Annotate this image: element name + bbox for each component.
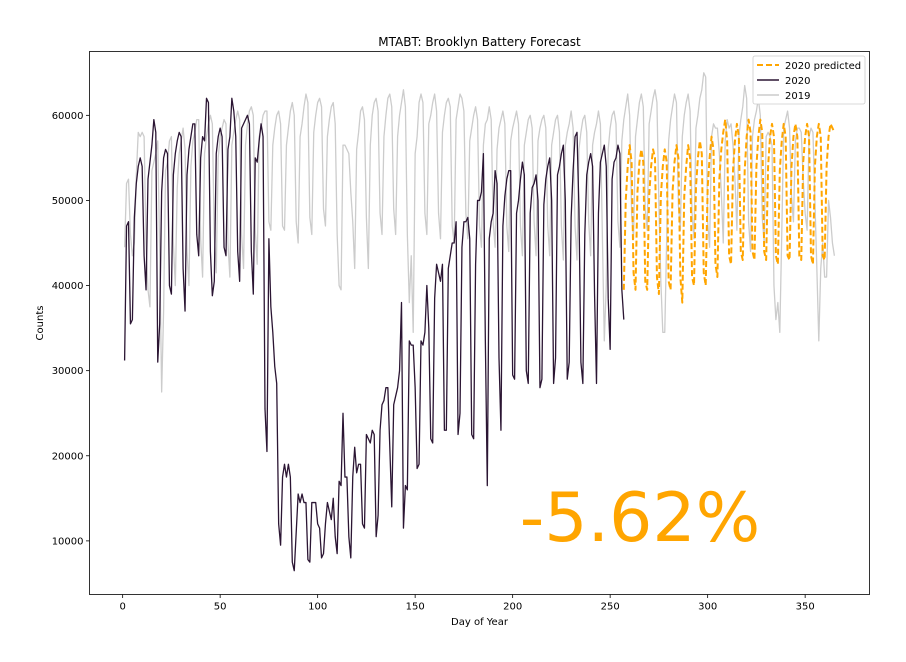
y-tick-label: 30000 [52, 366, 84, 377]
x-axis-label: Day of Year [451, 617, 509, 628]
series-line-2020 [123, 97, 625, 572]
y-axis: 10000 20000 30000 40000 50000 60000 [52, 111, 90, 547]
legend: 2020 predicted 2020 2019 [752, 55, 866, 105]
y-tick-label: 60000 [52, 111, 84, 122]
y-tick-label: 50000 [52, 196, 84, 207]
y-tick-label: 10000 [52, 536, 84, 547]
series-layer [123, 72, 836, 572]
x-tick-label: 250 [601, 602, 620, 613]
legend-box [752, 55, 866, 105]
y-tick-label: 40000 [52, 281, 84, 292]
x-tick-label: 100 [308, 602, 327, 613]
legend-label-2019: 2019 [785, 91, 810, 102]
x-axis: 0 50 100 150 200 250 300 350 [119, 594, 815, 613]
legend-label-2020-predicted: 2020 predicted [785, 61, 861, 72]
legend-label-2020: 2020 [785, 76, 810, 87]
x-tick-label: 350 [796, 602, 815, 613]
x-tick-label: 300 [698, 602, 717, 613]
x-tick-label: 0 [119, 602, 125, 613]
y-axis-label: Counts [35, 306, 46, 341]
plot-frame [89, 51, 870, 595]
x-tick-label: 200 [503, 602, 522, 613]
x-tick-label: 50 [214, 602, 227, 613]
x-tick-label: 150 [406, 602, 425, 613]
chart-title: MTABT: Brooklyn Battery Forecast [378, 35, 581, 49]
y-tick-label: 20000 [52, 451, 84, 462]
series-line-2020-predicted [622, 118, 836, 304]
percent-change-annotation: -5.62% [520, 479, 761, 558]
series-line-2019 [123, 72, 836, 393]
